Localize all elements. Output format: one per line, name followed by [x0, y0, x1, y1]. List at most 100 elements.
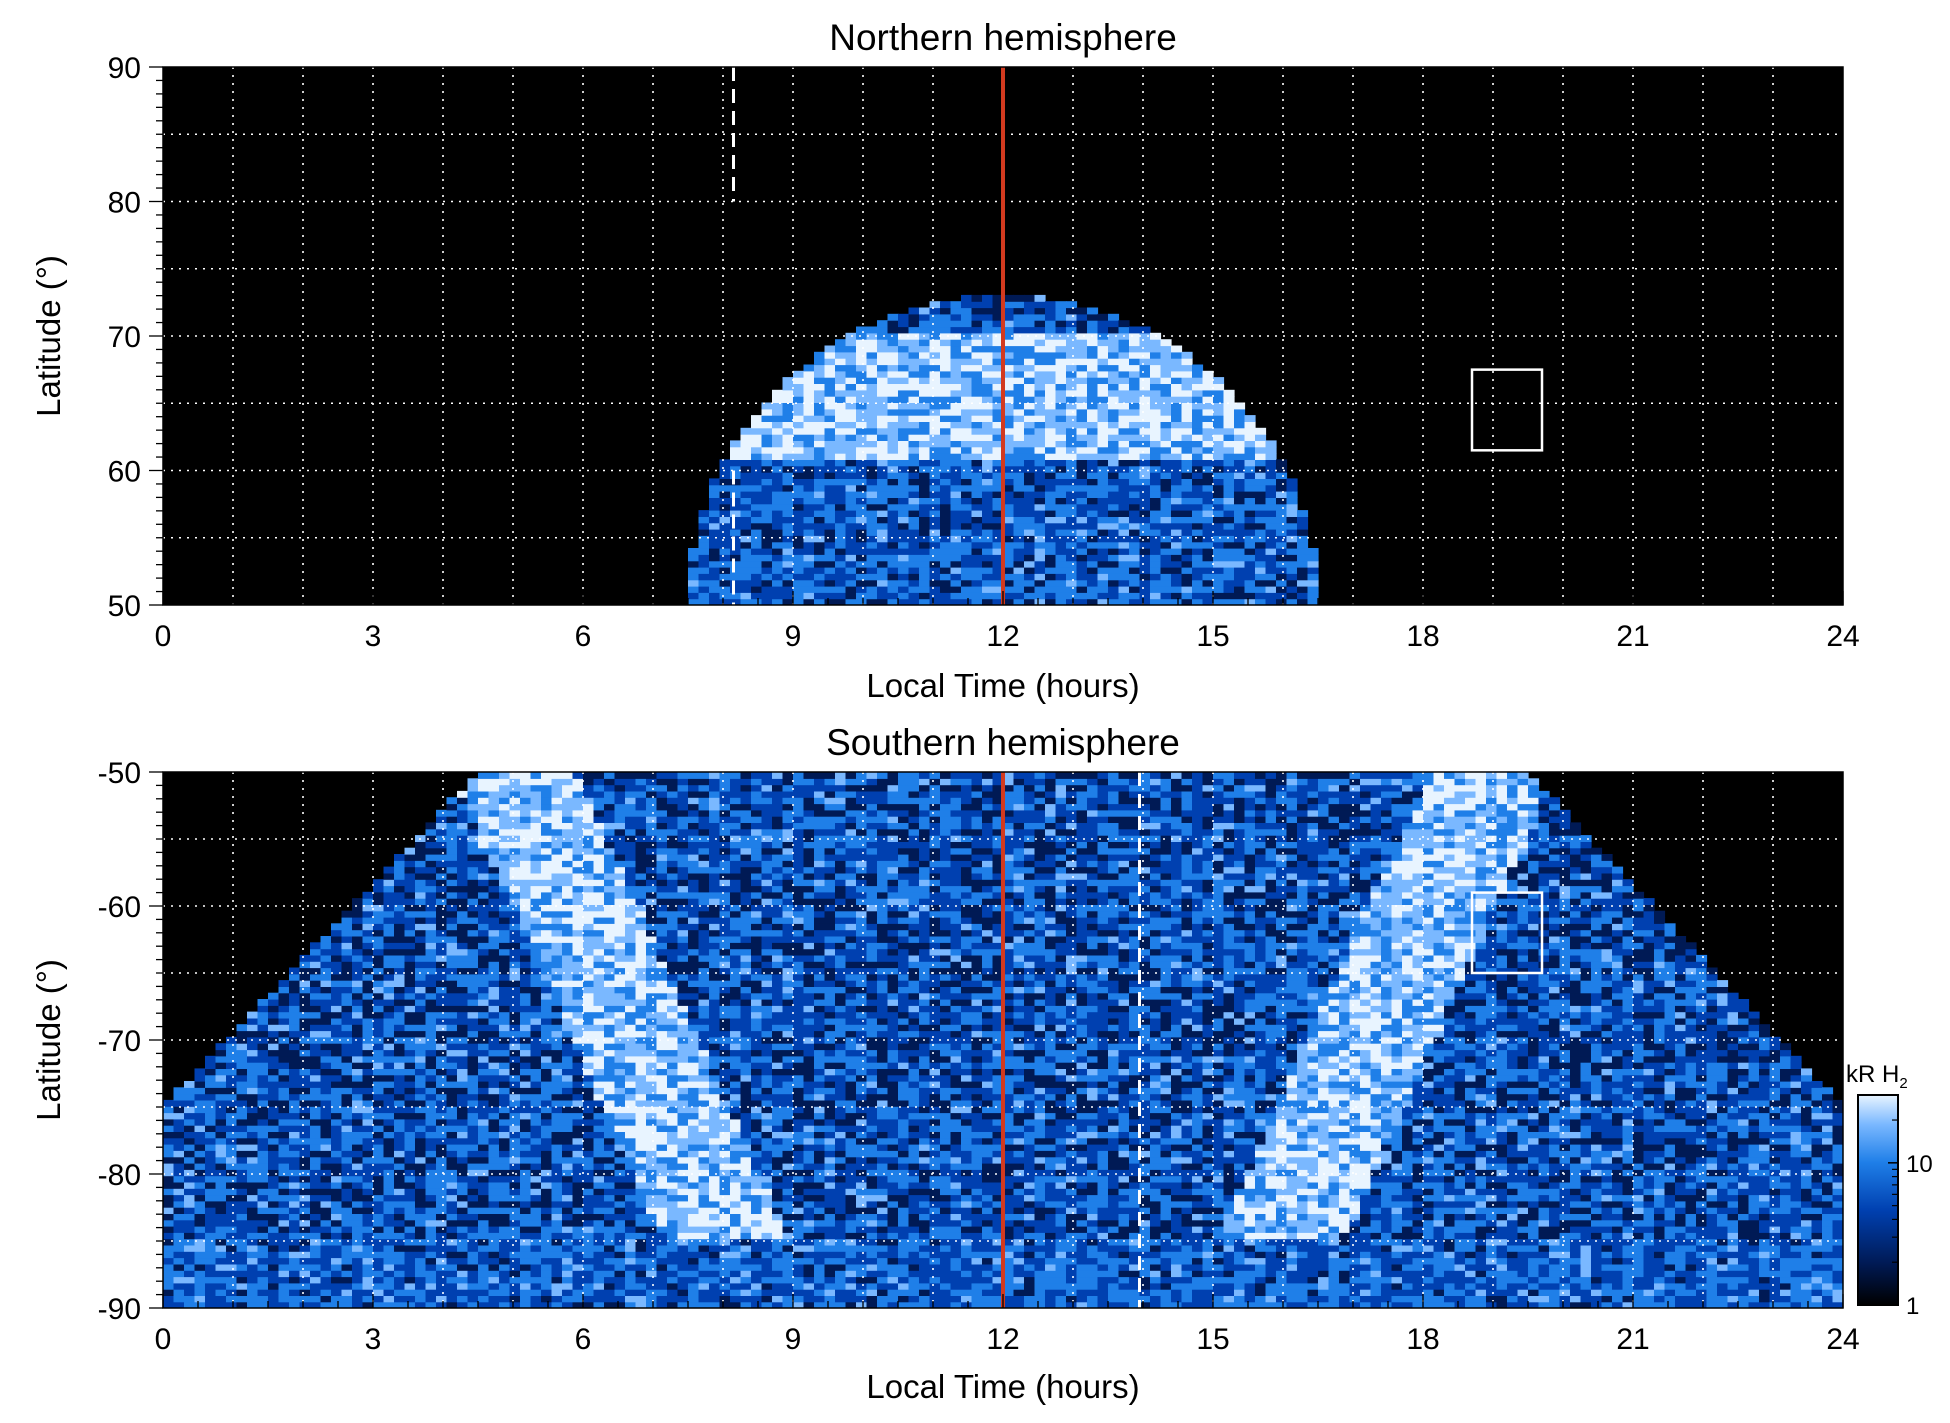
north-emission-cell	[856, 440, 868, 448]
north-emission-cell	[856, 484, 868, 492]
north-emission-cell	[845, 535, 857, 543]
north-emission-cell	[1192, 535, 1204, 543]
south-emission-cell	[331, 1093, 343, 1101]
north-emission-cell	[950, 472, 962, 479]
south-emission-cell	[488, 1106, 500, 1114]
north-emission-cell	[1003, 446, 1015, 454]
north-emission-cell	[1013, 446, 1025, 454]
north-emission-cell	[761, 529, 773, 536]
north-emission-cell	[1213, 567, 1225, 574]
south-emission-cell	[467, 942, 479, 950]
south-emission-cell	[446, 1200, 458, 1208]
north-emission-cell	[950, 598, 962, 605]
north-emission-cell	[751, 453, 763, 460]
north-emission-cell	[1024, 491, 1036, 498]
north-emission-cell	[845, 459, 857, 467]
north-emission-cell	[1139, 529, 1151, 536]
south-emission-cell	[425, 1257, 437, 1265]
south-emission-cell	[541, 973, 553, 981]
north-emission-cell	[1034, 497, 1046, 505]
south-emission-cell	[341, 1017, 353, 1025]
north-emission-cell	[1055, 358, 1067, 366]
north-emission-cell	[940, 427, 952, 435]
south-emission-cell	[173, 1150, 185, 1158]
north-emission-cell	[992, 548, 1004, 555]
south-emission-cell	[320, 1226, 332, 1233]
north-emission-cell	[782, 484, 794, 492]
north-emission-cell	[1087, 592, 1099, 600]
south-emission-cell	[541, 999, 553, 1006]
south-emission-cell	[268, 1238, 280, 1246]
north-emission-cell	[782, 377, 794, 384]
south-emission-cell	[488, 891, 500, 899]
north-emission-cell	[1108, 510, 1120, 517]
south-emission-cell	[478, 1263, 490, 1271]
south-emission-cell	[457, 1081, 469, 1088]
south-emission-cell	[268, 1169, 280, 1177]
south-emission-cell	[499, 986, 511, 994]
north-emission-cell	[908, 459, 920, 467]
north-emission-cell	[1076, 497, 1088, 505]
north-emission-cell	[793, 421, 805, 429]
south-emission-cell	[362, 1137, 374, 1145]
south-emission-cell	[509, 999, 521, 1006]
south-emission-cell	[194, 1156, 206, 1164]
north-emission-cell	[730, 510, 742, 517]
south-emission-cell	[163, 1144, 175, 1151]
north-emission-cell	[698, 592, 710, 600]
south-emission-cell	[310, 980, 322, 987]
north-emission-cell	[761, 453, 773, 460]
south-emission-cell	[257, 1131, 269, 1139]
south-emission-cell	[236, 1251, 248, 1259]
north-emission-cell	[1265, 529, 1277, 536]
south-emission-cell	[289, 967, 301, 975]
south-emission-cell	[215, 1163, 227, 1170]
north-emission-cell	[1013, 459, 1025, 467]
north-emission-cell	[1202, 446, 1214, 454]
north-emission-cell	[887, 408, 899, 416]
south-emission-cell	[289, 1276, 301, 1284]
south-emission-cell	[436, 1181, 448, 1189]
south-emission-cell	[562, 1226, 574, 1233]
south-emission-cell	[394, 1011, 406, 1019]
south-emission-cell	[331, 1301, 343, 1308]
north-emission-cell	[866, 516, 878, 524]
north-emission-cell	[1150, 592, 1162, 600]
south-emission-cell	[488, 816, 500, 823]
south-emission-cell	[184, 1238, 196, 1246]
north-emission-cell	[698, 548, 710, 555]
north-emission-cell	[1013, 567, 1025, 574]
north-emission-cell	[1097, 415, 1109, 422]
south-emission-cell	[404, 967, 416, 975]
north-emission-cell	[803, 560, 815, 568]
south-emission-cell	[163, 1207, 175, 1214]
south-emission-cell	[478, 784, 490, 792]
south-emission-cell	[509, 1244, 521, 1252]
north-emission-cell	[971, 351, 983, 359]
north-emission-cell	[856, 358, 868, 366]
south-emission-cell	[205, 1226, 217, 1233]
north-emission-cell	[1097, 402, 1109, 410]
north-emission-cell	[1055, 554, 1067, 562]
north-emission-cell	[1223, 529, 1235, 536]
south-emission-cell	[478, 1232, 490, 1240]
north-emission-cell	[856, 415, 868, 422]
north-emission-cell	[940, 396, 952, 403]
north-emission-cell	[782, 510, 794, 517]
south-emission-cell	[278, 1238, 290, 1246]
north-emission-cell	[940, 592, 952, 600]
south-emission-cell	[331, 961, 343, 969]
north-emission-cell	[971, 427, 983, 435]
north-emission-cell	[1129, 440, 1141, 448]
south-emission-cell	[551, 923, 563, 931]
south-emission-cell	[499, 1125, 511, 1132]
north-emission-cell	[772, 510, 784, 517]
south-emission-cell	[404, 1270, 416, 1278]
north-emission-cell	[919, 326, 931, 334]
south-emission-cell	[373, 942, 385, 950]
south-emission-cell	[425, 1282, 437, 1290]
north-emission-cell	[908, 465, 920, 473]
north-emission-cell	[1139, 370, 1151, 378]
south-emission-cell	[488, 1062, 500, 1069]
north-emission-cell	[1034, 579, 1046, 587]
